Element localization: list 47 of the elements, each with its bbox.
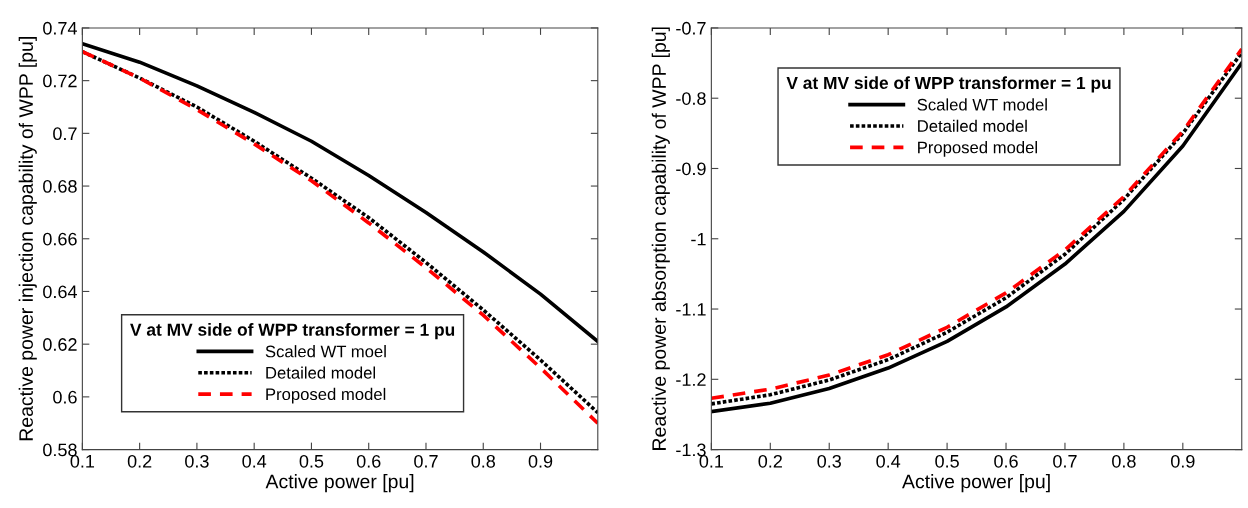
y-tick-label: 0.72 — [43, 74, 77, 88]
y-tick-label: -0.9 — [676, 162, 706, 176]
y-tick-label: -0.8 — [676, 92, 706, 105]
y-tick-label: 0.58 — [43, 443, 77, 457]
x-tick-label: 0.5 — [299, 454, 324, 468]
x-tick-label: 0.6 — [356, 454, 381, 468]
y-axis-title: Reactive power injection capability of WPP [pu] — [18, 37, 37, 441]
x-tick-label: 0.1 — [70, 454, 95, 468]
legend-title: V at MV side of WPP transformer = 1 pu — [130, 323, 455, 340]
x-tick-label: 0.8 — [1112, 454, 1136, 468]
x-tick-label: 0.3 — [185, 454, 209, 468]
x-tick-label: 0.2 — [127, 454, 152, 468]
legend-label: Proposed model — [266, 387, 386, 404]
x-tick-label: 0.1 — [699, 454, 724, 468]
x-tick-label: 0.2 — [758, 454, 782, 468]
x-tick-label: 0.4 — [876, 454, 901, 468]
y-tick-label: 0.66 — [43, 232, 77, 246]
x-tick-label: 0.7 — [1053, 454, 1077, 468]
x-tick-label: 0.7 — [414, 454, 438, 468]
legend-label: Proposed model — [918, 141, 1037, 157]
y-tick-label: -1 — [691, 232, 706, 246]
y-tick-label: 0.64 — [43, 285, 77, 299]
y-tick-label: -1.2 — [676, 373, 706, 386]
x-tick-label: 0.5 — [935, 454, 959, 468]
legend-label: Scaled WT model — [917, 98, 1047, 111]
legend-title: V at MV side of WPP transformer = 1 pu — [786, 76, 1111, 93]
x-tick-label: 0.6 — [994, 454, 1018, 468]
line-series — [82, 41, 598, 344]
y-tick-label: 0.62 — [43, 338, 77, 351]
y-tick-label: 0.6 — [53, 390, 77, 404]
y-tick-label: 0.74 — [43, 21, 77, 35]
y-tick-label: 0.7 — [53, 127, 77, 141]
legend-label: Scaled WT moel — [265, 345, 386, 358]
x-tick-label: 0.9 — [528, 454, 553, 468]
x-tick-label: 0.8 — [471, 454, 496, 468]
y-tick-label: -0.7 — [676, 21, 706, 35]
x-axis-title: Active power [pu] — [265, 474, 414, 493]
y-tick-label: 0.68 — [43, 179, 77, 193]
x-tick-label: 0.9 — [1170, 454, 1195, 468]
legend-label: Detailed model — [918, 119, 1027, 132]
x-tick-label: 0.3 — [817, 454, 841, 468]
y-tick-label: -1.1 — [676, 303, 706, 316]
legend-label: Detailed model — [266, 366, 376, 379]
x-axis-title: Active power [pu] — [902, 474, 1050, 493]
y-axis-title: Reactive power absorption capability of WPP [pu] — [651, 27, 670, 450]
y-tick-label: -1.3 — [676, 443, 706, 457]
x-tick-label: 0.4 — [242, 454, 267, 468]
